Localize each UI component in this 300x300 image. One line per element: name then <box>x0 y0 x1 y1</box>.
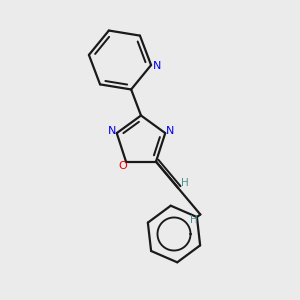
Text: H: H <box>190 215 198 225</box>
Text: N: N <box>153 61 161 71</box>
Text: O: O <box>118 161 127 172</box>
Text: N: N <box>107 127 116 136</box>
Text: N: N <box>166 127 175 136</box>
Text: H: H <box>181 178 188 188</box>
